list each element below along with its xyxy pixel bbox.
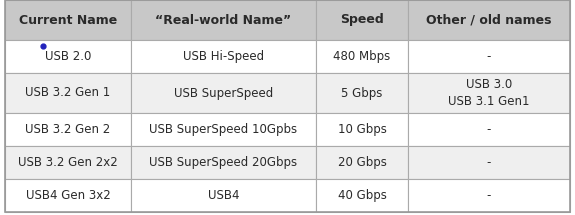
Text: 5 Gbps: 5 Gbps <box>342 86 383 100</box>
Text: 480 Mbps: 480 Mbps <box>334 50 390 63</box>
Text: USB SuperSpeed 20Gbps: USB SuperSpeed 20Gbps <box>150 156 298 169</box>
Text: -: - <box>487 156 491 169</box>
Bar <box>316 179 408 212</box>
Text: 20 Gbps: 20 Gbps <box>338 156 386 169</box>
Bar <box>131 73 316 113</box>
Bar <box>408 179 570 212</box>
Bar <box>5 40 131 73</box>
Text: “Real-world Name”: “Real-world Name” <box>155 14 292 26</box>
Bar <box>316 40 408 73</box>
Text: USB4: USB4 <box>208 189 239 202</box>
Text: Current Name: Current Name <box>19 14 117 26</box>
Bar <box>131 146 316 179</box>
Text: USB 2.0: USB 2.0 <box>45 50 91 63</box>
Bar <box>316 73 408 113</box>
Text: -: - <box>487 123 491 136</box>
Text: Other / old names: Other / old names <box>426 14 552 26</box>
Text: Speed: Speed <box>340 14 384 26</box>
Text: USB 3.2 Gen 2x2: USB 3.2 Gen 2x2 <box>18 156 118 169</box>
Bar <box>131 40 316 73</box>
Bar <box>5 113 131 146</box>
Bar <box>5 0 131 40</box>
Text: USB Hi-Speed: USB Hi-Speed <box>183 50 264 63</box>
Text: USB 3.2 Gen 1: USB 3.2 Gen 1 <box>25 86 110 100</box>
Text: USB4 Gen 3x2: USB4 Gen 3x2 <box>26 189 110 202</box>
Bar <box>408 40 570 73</box>
Bar <box>408 73 570 113</box>
Bar <box>131 179 316 212</box>
Bar <box>316 113 408 146</box>
Bar <box>131 113 316 146</box>
Bar <box>5 73 131 113</box>
Bar <box>131 0 316 40</box>
Text: USB 3.0
USB 3.1 Gen1: USB 3.0 USB 3.1 Gen1 <box>448 78 530 108</box>
Bar <box>408 0 570 40</box>
Bar <box>408 113 570 146</box>
Text: USB SuperSpeed 10Gpbs: USB SuperSpeed 10Gpbs <box>150 123 298 136</box>
Bar <box>5 179 131 212</box>
Bar <box>408 146 570 179</box>
Text: 10 Gbps: 10 Gbps <box>338 123 386 136</box>
Text: USB SuperSpeed: USB SuperSpeed <box>174 86 273 100</box>
Bar <box>5 146 131 179</box>
Bar <box>316 0 408 40</box>
Text: -: - <box>487 50 491 63</box>
Text: -: - <box>487 189 491 202</box>
Text: 40 Gbps: 40 Gbps <box>338 189 386 202</box>
Bar <box>316 146 408 179</box>
Text: USB 3.2 Gen 2: USB 3.2 Gen 2 <box>25 123 110 136</box>
